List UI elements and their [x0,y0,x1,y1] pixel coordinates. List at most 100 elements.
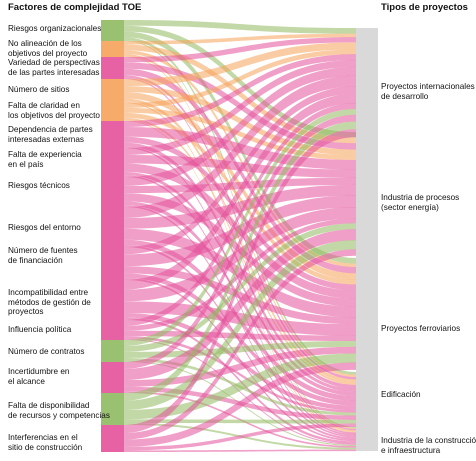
factor-label: Riesgos técnicos [8,181,70,191]
factor-node [101,20,124,41]
flow-link [124,312,356,411]
factor-label-line: Interferencias en el [8,433,78,442]
factor-node [101,340,124,362]
flow-link [124,336,356,413]
flow-link [124,240,356,411]
factor-node [101,103,124,121]
factor-label-line: Dependencia de partes [8,125,93,134]
flow-link [124,317,356,444]
flow-link [124,103,356,326]
factor-label-line: el alcance [8,376,45,386]
flow-link [124,340,356,358]
factor-node [101,280,124,320]
flow-link [124,423,356,451]
flow-link [124,37,356,63]
project-node [356,28,378,132]
factor-label-line: No alineación de los [8,39,82,48]
flow-link [124,273,356,406]
flow-link [124,25,356,138]
factor-label-line: Variedad de perspectivas [8,58,100,67]
flow-link [124,50,356,268]
factor-label: Falta de claridad en los objetivos del pr… [8,101,100,120]
flow-link [124,207,356,302]
flow-link [124,249,356,440]
factor-node [101,79,124,103]
flow-link [124,142,356,389]
factor-label: Número de contratos [8,347,84,357]
project-type-label-line: Proyectos internacionales [381,82,475,91]
factor-label-line: Riesgos organizacionales [8,24,102,33]
factor-label-line: Número de fuentes [8,246,78,255]
factor-node [101,57,124,79]
flow-link [124,93,356,290]
factor-label-line: de las partes interesadas [8,67,100,77]
factor-node [101,207,124,247]
factor-label-line: métodos de gestión de [8,297,91,307]
factor-label: Interferencias en el sitio de construcció… [8,433,82,452]
factor-label: Influencia política [8,325,71,335]
factor-label-line: Incertidumbre en [8,367,70,376]
flow-link [124,346,356,387]
project-type-label-line: Proyectos ferroviarios [381,324,461,333]
factor-label-line: sitio de construcción [8,442,83,452]
factor-label-line: de recursos y competencias [8,410,110,420]
project-type-label: Industria de procesos (sector energía) [381,193,459,212]
flow-link [124,42,356,87]
project-type-label: Industria de la construcción e infraestru… [381,436,476,455]
flow-link [124,177,356,194]
factor-label-line: Falta de experiencia [8,150,82,159]
flow-link [124,449,356,452]
flow-link [124,301,356,336]
factor-label: Riesgos del entorno [8,223,81,233]
flow-link [124,75,356,218]
factor-label-line: Número de sitios [8,85,70,94]
flow-link [124,195,356,267]
factor-label-line: Riesgos técnicos [8,181,70,190]
flow-link [124,66,356,186]
factor-label-line: Riesgos del entorno [8,223,81,232]
flow-link [124,338,356,445]
factor-label: Riesgos organizacionales [8,24,101,34]
flow-link [124,266,356,325]
project-node [356,132,378,258]
project-node [356,258,378,372]
factor-node [101,148,124,177]
factor-label: Variedad de perspectivas de las partes in… [8,58,100,77]
flow-link [124,154,356,178]
factor-label-line: objetivos del proyecto [8,48,88,58]
factor-label-line: Falta de claridad en [8,101,80,110]
factor-node [101,121,124,148]
right-header: Tipos de proyectos [381,2,468,13]
project-type-label-line: e infraestructura [381,445,441,455]
project-type-label-line: (sector energía) [381,202,439,212]
factor-label: Incertidumbre en el alcance [8,367,69,386]
factor-label: Incompatibilidad entre métodos de gestión… [8,288,91,317]
factor-label-line: Incompatibilidad entre [8,288,89,297]
flow-link [124,362,356,447]
factor-label-line: los objetivos del proyecto [8,110,100,120]
project-type-label-line: de desarrollo [381,91,429,101]
flow-link [124,229,356,381]
factor-label-line: en el país [8,159,44,169]
flow-link [124,112,356,285]
project-type-label-line: Industria de procesos [381,193,460,202]
project-type-label: Edificación [381,390,421,400]
factor-label-line: proyectos [8,307,44,317]
flow-link [124,419,356,424]
flow-link [124,391,356,448]
flow-link [124,184,356,229]
flow-link [124,54,356,128]
flow-link [124,60,356,155]
factor-label-line: interesadas externas [8,134,85,144]
factor-node [101,362,124,393]
left-header: Factores de complejidad TOE [8,2,142,13]
flow-link [124,20,356,34]
factor-label-line: Falta de disponibilidad [8,401,90,410]
factor-node [101,393,124,425]
factor-label-line: Número de contratos [8,347,85,356]
flow-link [124,33,356,45]
project-type-label: Proyectos ferroviarios [381,324,460,334]
flow-link [124,107,356,161]
